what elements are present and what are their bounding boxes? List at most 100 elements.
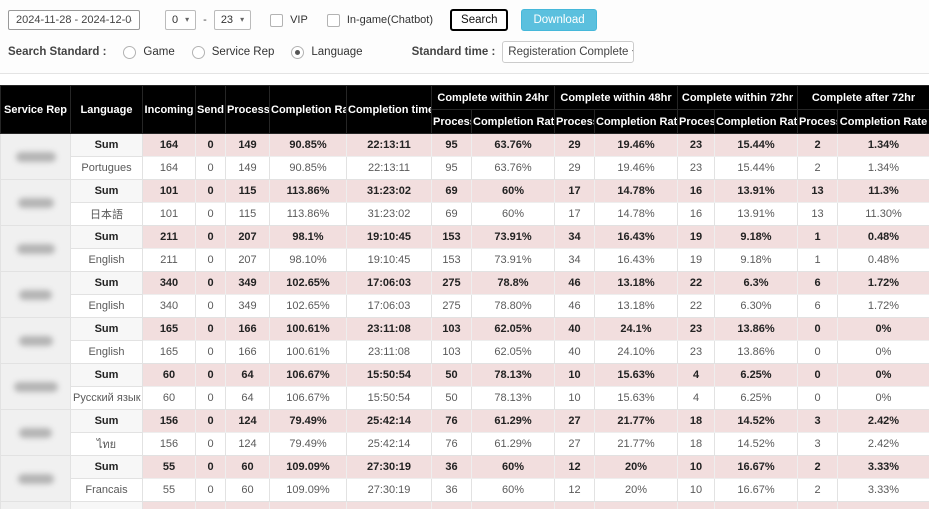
cell-process-48hr: 40: [555, 318, 595, 341]
cell-process: 349: [226, 272, 270, 295]
cell-process-72hr: 16: [678, 203, 715, 226]
cell-process: 64: [226, 364, 270, 387]
cell-completion-rate-48hr: 19.46%: [595, 157, 678, 180]
cell-process: 60: [226, 479, 270, 502]
radio-service-rep[interactable]: [192, 46, 205, 59]
cell-completion-time: 27:30:19: [347, 479, 432, 502]
cell-service-rep-redacted: [1, 456, 71, 502]
cell-completion-time: 19:10:45: [347, 226, 432, 249]
cell-completion-rate-24hr: 61.29%: [472, 433, 555, 456]
cell-process-48hr: 17: [555, 203, 595, 226]
radio-game-label: Game: [143, 46, 174, 58]
cell-process-after-72hr: 2: [798, 479, 838, 502]
sub-header-completion-rate-48hr: Completion Rate: [595, 110, 678, 134]
cell-completion-rate-48hr: 13.18%: [595, 272, 678, 295]
cell-process-24hr: 95: [432, 134, 472, 157]
cell-process-48hr: 12: [555, 479, 595, 502]
cell-incoming: 156: [143, 410, 196, 433]
cell-send: 0: [196, 249, 226, 272]
cell-process: 149: [226, 134, 270, 157]
cell-send: 0: [196, 387, 226, 410]
ingame-chatbot-label: In-game(Chatbot): [347, 14, 433, 26]
cell-completion-time: 15:50:54: [347, 387, 432, 410]
cell-process-after-72hr: [798, 502, 838, 509]
cell-completion-rate-48hr: 24.1%: [595, 318, 678, 341]
cell-process: 64: [226, 387, 270, 410]
cell-process-24hr: 36: [432, 456, 472, 479]
cell-send: 0: [196, 180, 226, 203]
vip-checkbox[interactable]: [270, 14, 283, 27]
cell-service-rep-redacted: [1, 364, 71, 410]
hour-from-value: 0: [172, 14, 178, 26]
cell-process-after-72hr: 2: [798, 157, 838, 180]
standard-time-select[interactable]: Registeration Complete ~ Cer: [502, 41, 634, 63]
cell-completion-rate-72hr: 9.18%: [715, 249, 798, 272]
cell-process-24hr: 103: [432, 341, 472, 364]
cell-process-24hr: 69: [432, 180, 472, 203]
cell-completion-rate-24hr: 61.29%: [472, 410, 555, 433]
col-header-service-rep: Service Rep: [1, 86, 71, 134]
cell-completion-time: 17:06:03: [347, 295, 432, 318]
cell-process-after-72hr: 1: [798, 249, 838, 272]
cell-send: 0: [196, 341, 226, 364]
cell-send: 0: [196, 295, 226, 318]
cell-completion-rate-72hr: 14.52%: [715, 410, 798, 433]
control-panel: 0 ▾ - 23 ▾ VIP In-game(Chatbot) Search D…: [0, 0, 929, 74]
cell-completion-rate-72hr: 16.67%: [715, 456, 798, 479]
cell-completion-rate-72hr: 13.86%: [715, 341, 798, 364]
cell-process-48hr: 17: [555, 180, 595, 203]
cell-completion-rate-72hr: 6.3%: [715, 272, 798, 295]
redacted-name-blur: [19, 290, 52, 300]
cell-service-rep-redacted: [1, 318, 71, 364]
cell-incoming: 165: [143, 318, 196, 341]
cell-completion-rate-48hr: 14.78%: [595, 203, 678, 226]
chevron-down-icon: ▾: [240, 16, 244, 24]
hour-from-select[interactable]: 0 ▾: [165, 10, 196, 30]
search-standard-label: Search Standard :: [8, 46, 106, 58]
cell-completion-time: 19:10:45: [347, 249, 432, 272]
cell-process-24hr: 69: [432, 203, 472, 226]
cell-completion-rate-24hr: 60%: [472, 203, 555, 226]
cell-send: [196, 502, 226, 509]
cell-completion-rate: 100.61%: [270, 341, 347, 364]
search-button[interactable]: Search: [450, 9, 508, 31]
cell-process-72hr: 23: [678, 318, 715, 341]
cell-completion-rate-after-72hr: 0.48%: [838, 249, 929, 272]
cell-send: 0: [196, 203, 226, 226]
date-range-input[interactable]: [8, 10, 140, 30]
cell-process-48hr: 27: [555, 433, 595, 456]
radio-game[interactable]: [123, 46, 136, 59]
col-header-send: Send: [196, 86, 226, 134]
cell-completion-rate-48hr: 21.77%: [595, 433, 678, 456]
cell-completion-rate-24hr: 63.76%: [472, 134, 555, 157]
cell-process-24hr: 153: [432, 226, 472, 249]
cell-process: 60: [226, 456, 270, 479]
cell-language: Portugues: [71, 157, 143, 180]
radio-language-label: Language: [311, 46, 362, 58]
cell-process-48hr: 46: [555, 295, 595, 318]
cell-send: 0: [196, 364, 226, 387]
cell-completion-rate-after-72hr: [838, 502, 929, 509]
cell-completion-rate-24hr: 78.80%: [472, 295, 555, 318]
hour-to-select[interactable]: 23 ▾: [214, 10, 251, 30]
cell-completion-rate-72hr: 6.30%: [715, 295, 798, 318]
cell-completion-rate-24hr: 63.76%: [472, 157, 555, 180]
cell-process-24hr: 50: [432, 364, 472, 387]
cell-process-72hr: 19: [678, 249, 715, 272]
cell-process-48hr: 34: [555, 249, 595, 272]
cell-service-rep-redacted: [1, 226, 71, 272]
cell-completion-time: 31:23:02: [347, 180, 432, 203]
cell-completion-rate-24hr: 62.05%: [472, 318, 555, 341]
cell-language: Sum: [71, 456, 143, 479]
cell-process-after-72hr: 0: [798, 341, 838, 364]
download-button[interactable]: Download: [521, 9, 596, 31]
cell-completion-rate-48hr: 16.43%: [595, 226, 678, 249]
ingame-chatbot-checkbox[interactable]: [327, 14, 340, 27]
cell-completion-time: 25:42:14: [347, 433, 432, 456]
col-header-language: Language: [71, 86, 143, 134]
cell-completion-time: 25:42:14: [347, 410, 432, 433]
cell-service-rep-redacted: [1, 180, 71, 226]
cell-completion-rate-72hr: 6.25%: [715, 387, 798, 410]
radio-language[interactable]: [291, 46, 304, 59]
